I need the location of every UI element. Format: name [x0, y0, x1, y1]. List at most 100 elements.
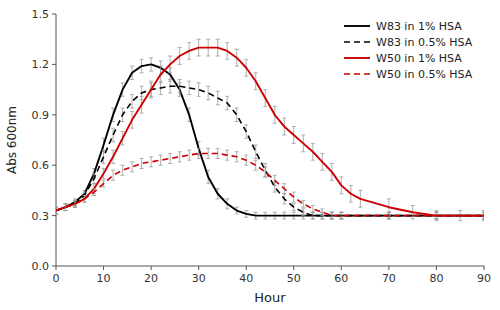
error-bar-cap	[482, 220, 484, 221]
error-bar-cap	[320, 218, 324, 219]
error-bar-stem	[151, 157, 152, 167]
error-bar-cap	[73, 207, 77, 208]
error-bar-cap	[206, 148, 210, 149]
error-bar-cap	[121, 165, 125, 166]
x-tick	[56, 266, 57, 270]
error-bar-cap	[225, 42, 229, 43]
error-bar-cap	[330, 218, 334, 219]
error-bar	[178, 152, 182, 162]
error-bar-cap	[121, 131, 125, 132]
error-bar-cap	[56, 207, 58, 208]
error-bar-cap	[206, 39, 210, 40]
error-bar-cap	[339, 193, 343, 194]
error-bar-cap	[197, 96, 201, 97]
legend-swatch	[344, 41, 370, 43]
error-bar-cap	[102, 187, 106, 188]
error-bar-stem	[160, 155, 161, 165]
error-bar-stem	[132, 95, 133, 108]
error-bar-cap	[387, 212, 391, 213]
y-tick	[52, 215, 56, 216]
error-bar-cap	[301, 134, 305, 135]
error-bar-cap	[92, 173, 96, 174]
error-bar-cap	[282, 218, 286, 219]
error-bar-cap	[140, 59, 144, 60]
x-tick-label: 80	[429, 272, 443, 285]
error-bar-cap	[235, 213, 239, 214]
series-line	[56, 153, 484, 215]
error-bar-cap	[235, 49, 239, 50]
error-bar-cap	[178, 151, 182, 152]
error-bar-cap	[292, 192, 296, 193]
error-bar-cap	[349, 185, 353, 186]
error-bar-cap	[387, 198, 391, 199]
error-bar-cap	[73, 207, 77, 208]
error-bar-cap	[130, 79, 134, 80]
y-tick-label: 0.6	[32, 159, 50, 172]
error-bar-cap	[130, 161, 134, 162]
error-bar-cap	[235, 207, 239, 208]
error-bar-cap	[263, 106, 267, 107]
error-bar-cap	[206, 56, 210, 57]
legend-label: W50 in 1% HSA	[376, 52, 462, 65]
x-axis-label: Hour	[254, 290, 286, 305]
error-bar-cap	[330, 212, 334, 213]
error-bar-cap	[187, 81, 191, 82]
error-bar-cap	[301, 218, 305, 219]
error-bar-cap	[92, 183, 96, 184]
error-bar-cap	[235, 151, 239, 152]
error-bar-cap	[168, 79, 172, 80]
x-tick-label: 0	[53, 272, 60, 285]
error-bar-cap	[320, 215, 324, 216]
error-bar-cap	[168, 92, 172, 93]
error-bar-cap	[387, 218, 391, 219]
error-bar-cap	[187, 94, 191, 95]
error-bar-cap	[73, 207, 77, 208]
error-bar-cap	[311, 212, 315, 213]
error-bar-cap	[216, 91, 220, 92]
error-bar-cap	[411, 218, 415, 219]
error-bar-cap	[159, 66, 163, 67]
error-bar-cap	[434, 220, 438, 221]
error-bar-cap	[168, 56, 172, 57]
error-bar-cap	[111, 141, 115, 142]
error-bar-cap	[83, 202, 87, 203]
error-bar-cap	[216, 188, 220, 189]
x-tick	[151, 266, 152, 270]
error-bar-cap	[73, 200, 77, 201]
error-bar-cap	[178, 92, 182, 93]
error-bar-cap	[197, 56, 201, 57]
x-tick-label: 30	[192, 272, 206, 285]
error-bar-cap	[330, 218, 334, 219]
error-bar-cap	[292, 126, 296, 127]
error-bar-cap	[311, 160, 315, 161]
error-bar-cap	[149, 166, 153, 167]
error-bar-stem	[265, 167, 266, 177]
error-bar-cap	[301, 208, 305, 209]
error-bar-cap	[244, 138, 248, 139]
error-bar-cap	[206, 86, 210, 87]
error-bar-cap	[159, 94, 163, 95]
error-bar-cap	[282, 134, 286, 135]
error-bar-cap	[56, 207, 58, 208]
y-tick-label: 0.3	[32, 210, 50, 223]
error-bar-stem	[331, 212, 332, 219]
error-bar-cap	[244, 217, 248, 218]
y-tick	[52, 114, 56, 115]
error-bar-cap	[320, 153, 324, 154]
error-bar-cap	[282, 193, 286, 194]
x-tick-label: 60	[334, 272, 348, 285]
error-bar	[149, 157, 153, 167]
error-bar	[130, 95, 134, 108]
error-bar-cap	[111, 150, 115, 151]
series	[56, 80, 484, 219]
legend-swatch	[344, 73, 370, 75]
error-bar-cap	[56, 213, 58, 214]
error-bar-cap	[434, 212, 438, 213]
error-bar-cap	[292, 143, 296, 144]
error-bar-cap	[254, 158, 258, 159]
error-bar-cap	[330, 180, 334, 181]
error-bar-cap	[339, 218, 343, 219]
error-bar-cap	[168, 153, 172, 154]
error-bar-cap	[73, 200, 77, 201]
error-bar-cap	[254, 212, 258, 213]
